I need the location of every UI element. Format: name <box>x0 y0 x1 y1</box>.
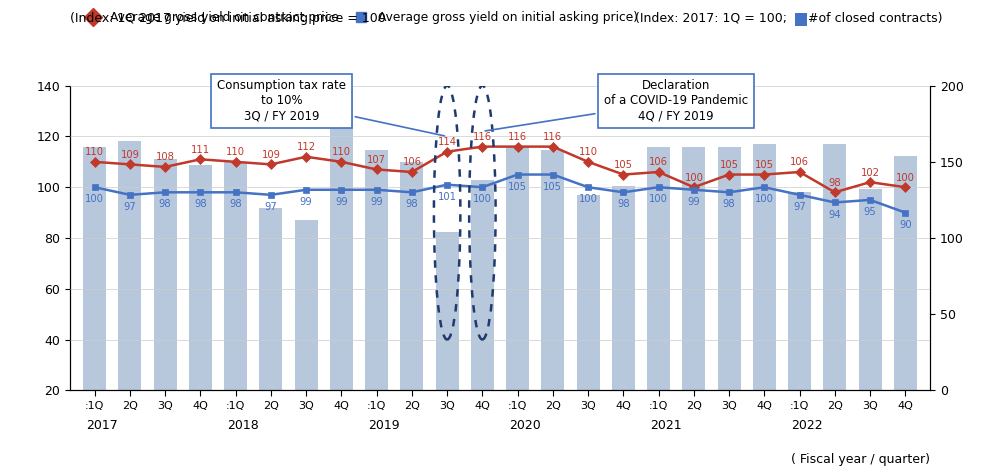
Bar <box>647 147 670 390</box>
Text: 116: 116 <box>543 132 562 142</box>
Text: 99: 99 <box>300 197 313 207</box>
Text: 2022: 2022 <box>791 419 822 432</box>
Text: 105: 105 <box>614 160 633 170</box>
Text: 105: 105 <box>755 160 774 170</box>
Text: 110: 110 <box>85 147 104 157</box>
Text: #of closed contracts): #of closed contracts) <box>808 12 942 25</box>
Text: ( Fiscal year / quarter): ( Fiscal year / quarter) <box>791 454 930 466</box>
Text: 2018: 2018 <box>227 419 259 432</box>
Text: 100: 100 <box>755 194 774 204</box>
Text: 2019: 2019 <box>368 419 399 432</box>
Text: 99: 99 <box>335 197 348 207</box>
Bar <box>718 147 741 390</box>
Text: 100: 100 <box>649 194 668 204</box>
Bar <box>365 149 388 390</box>
Bar <box>894 156 917 390</box>
Legend: Average gross yield on contract price, Average gross yield on initial asking pri: Average gross yield on contract price, A… <box>76 7 643 29</box>
Bar <box>83 147 106 390</box>
Text: 110: 110 <box>226 147 245 157</box>
Text: 106: 106 <box>790 158 809 168</box>
Text: 109: 109 <box>120 150 139 160</box>
Bar <box>118 140 141 390</box>
Text: 99: 99 <box>687 197 700 207</box>
Bar <box>436 232 459 390</box>
Text: 110: 110 <box>579 147 598 157</box>
Bar <box>859 189 882 390</box>
Text: 106: 106 <box>402 158 421 168</box>
Bar <box>541 149 564 390</box>
Bar <box>189 165 212 390</box>
Bar <box>295 220 318 390</box>
Text: 97: 97 <box>265 202 277 212</box>
Text: 98: 98 <box>617 199 630 209</box>
Text: 2017: 2017 <box>86 419 118 432</box>
Text: 110: 110 <box>332 147 351 157</box>
Text: 94: 94 <box>829 209 841 219</box>
Text: 100: 100 <box>85 194 104 204</box>
Text: 2021: 2021 <box>650 419 681 432</box>
Text: 98: 98 <box>723 199 735 209</box>
Text: 2020: 2020 <box>509 419 541 432</box>
Text: 111: 111 <box>191 145 210 155</box>
Text: 97: 97 <box>793 202 806 212</box>
Bar <box>753 144 776 390</box>
Text: 98: 98 <box>406 199 418 209</box>
Text: (Index: 1Q 2017 yield on initial asking price = 100: (Index: 1Q 2017 yield on initial asking … <box>70 12 386 25</box>
Bar <box>577 195 600 390</box>
Text: 105: 105 <box>508 182 527 192</box>
Bar <box>224 162 247 390</box>
Bar <box>506 147 529 390</box>
Text: 116: 116 <box>508 132 527 142</box>
Text: Declaration
of a COVID-19 Pandemic
4Q / FY 2019: Declaration of a COVID-19 Pandemic 4Q / … <box>485 79 748 131</box>
Text: 107: 107 <box>367 155 386 165</box>
Bar <box>154 159 177 390</box>
Text: 97: 97 <box>124 202 136 212</box>
Bar <box>330 89 353 390</box>
Text: 114: 114 <box>438 137 457 147</box>
Text: 100: 100 <box>896 173 915 183</box>
Text: 105: 105 <box>720 160 739 170</box>
Bar <box>823 144 846 390</box>
Text: 108: 108 <box>156 152 175 162</box>
Text: Consumption tax rate
to 10%
3Q / FY 2019: Consumption tax rate to 10% 3Q / FY 2019 <box>217 79 444 136</box>
Bar <box>788 192 811 390</box>
Text: 112: 112 <box>297 142 316 152</box>
Text: 116: 116 <box>473 132 492 142</box>
Text: 105: 105 <box>543 182 562 192</box>
Text: 101: 101 <box>438 192 457 202</box>
Bar <box>471 180 494 390</box>
Bar <box>259 208 282 390</box>
Text: 98: 98 <box>194 199 207 209</box>
Text: 100: 100 <box>579 194 598 204</box>
Text: 98: 98 <box>229 199 242 209</box>
Bar <box>612 186 635 390</box>
Text: 109: 109 <box>261 150 280 160</box>
Text: 99: 99 <box>370 197 383 207</box>
Bar <box>400 162 423 390</box>
Text: 95: 95 <box>864 207 876 217</box>
Bar <box>682 147 705 390</box>
Text: (Index: 2017: 1Q = 100;: (Index: 2017: 1Q = 100; <box>635 12 787 25</box>
Text: 100: 100 <box>684 173 703 183</box>
Text: 90: 90 <box>899 220 912 230</box>
Text: 100: 100 <box>473 194 492 204</box>
Text: 98: 98 <box>159 199 171 209</box>
Text: 102: 102 <box>861 168 880 178</box>
Text: 106: 106 <box>649 158 668 168</box>
Text: 98: 98 <box>829 178 841 188</box>
